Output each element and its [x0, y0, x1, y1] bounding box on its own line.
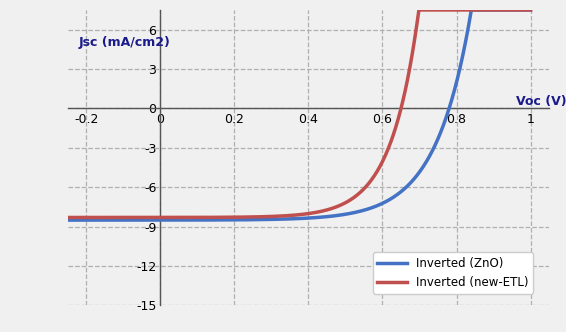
Inverted (ZnO) — [252, 218, 259, 222]
Inverted (new-ETL) — [65, 215, 71, 219]
Inverted (ZnO) — [382, 200, 389, 204]
Inverted (ZnO) — [468, 8, 475, 12]
Inverted (ZnO) — [268, 217, 275, 221]
Inverted (new-ETL) — [252, 215, 259, 219]
Line: Inverted (new-ETL): Inverted (new-ETL) — [68, 10, 530, 217]
Inverted (new-ETL) — [426, 8, 432, 12]
Inverted (ZnO) — [65, 218, 71, 222]
Inverted (ZnO) — [434, 139, 440, 143]
Text: Voc (V): Voc (V) — [516, 96, 566, 109]
Inverted (new-ETL) — [112, 215, 118, 219]
Inverted (ZnO) — [527, 8, 534, 12]
Inverted (ZnO) — [425, 156, 432, 160]
Text: Jsc (mA/cm2): Jsc (mA/cm2) — [79, 36, 171, 49]
Legend: Inverted (ZnO), Inverted (new-ETL): Inverted (ZnO), Inverted (new-ETL) — [372, 252, 534, 293]
Inverted (new-ETL) — [434, 8, 441, 12]
Line: Inverted (ZnO): Inverted (ZnO) — [68, 10, 530, 220]
Inverted (new-ETL) — [527, 8, 534, 12]
Inverted (new-ETL) — [415, 8, 422, 12]
Inverted (new-ETL) — [268, 214, 275, 218]
Inverted (ZnO) — [112, 218, 118, 222]
Inverted (new-ETL) — [382, 153, 389, 157]
